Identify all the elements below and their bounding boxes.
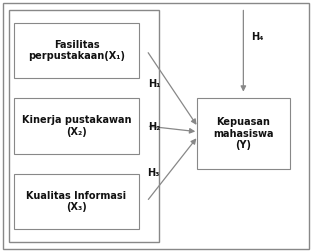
Text: H₂: H₂ xyxy=(148,122,161,132)
Bar xyxy=(197,98,290,169)
Bar xyxy=(14,174,139,229)
Text: Kepuasan
mahasiswa
(Y): Kepuasan mahasiswa (Y) xyxy=(213,117,274,150)
Text: H₃: H₃ xyxy=(147,168,160,178)
Text: H₁: H₁ xyxy=(148,79,161,89)
Text: H₄: H₄ xyxy=(251,32,264,42)
Text: Kualitas Informasi
(X₃): Kualitas Informasi (X₃) xyxy=(27,191,126,212)
Text: Kinerja pustakawan
(X₂): Kinerja pustakawan (X₂) xyxy=(22,115,131,137)
Bar xyxy=(14,98,139,154)
Bar xyxy=(9,10,159,242)
Bar xyxy=(14,23,139,78)
Text: Fasilitas
perpustakaan(X₁): Fasilitas perpustakaan(X₁) xyxy=(28,40,125,61)
